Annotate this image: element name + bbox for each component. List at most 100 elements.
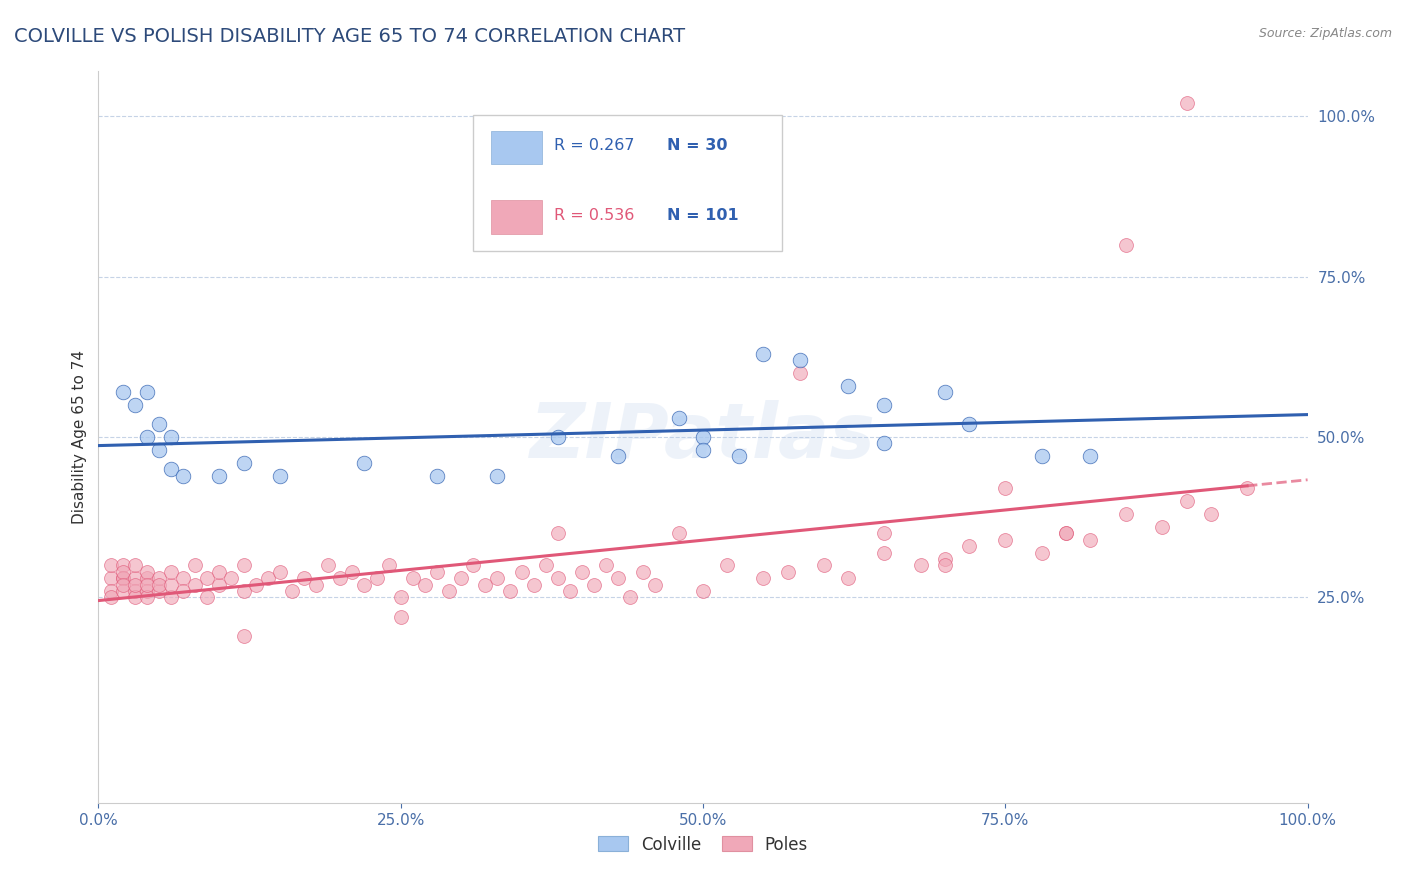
Point	[135, 571, 157, 585]
Point	[124, 571, 146, 585]
Point	[135, 430, 157, 444]
Point	[934, 558, 956, 573]
Point	[994, 533, 1017, 547]
Point	[668, 526, 690, 541]
Point	[232, 558, 254, 573]
Point	[752, 571, 775, 585]
Point	[353, 456, 375, 470]
Point	[523, 577, 546, 591]
Point	[1115, 237, 1137, 252]
Point	[111, 385, 134, 400]
Point	[910, 558, 932, 573]
Point	[1031, 545, 1053, 559]
Point	[692, 584, 714, 599]
Point	[111, 571, 134, 585]
Point	[547, 526, 569, 541]
Point	[426, 468, 449, 483]
Point	[208, 468, 231, 483]
Point	[547, 571, 569, 585]
Point	[232, 629, 254, 643]
Point	[111, 584, 134, 599]
Point	[172, 584, 194, 599]
Point	[208, 577, 231, 591]
Point	[450, 571, 472, 585]
Point	[692, 442, 714, 457]
Point	[100, 571, 122, 585]
Point	[135, 565, 157, 579]
Point	[377, 558, 399, 573]
Point	[256, 571, 278, 585]
Point	[837, 378, 859, 392]
Point	[135, 577, 157, 591]
Point	[100, 558, 122, 573]
Point	[1078, 533, 1101, 547]
Point	[1175, 494, 1198, 508]
Point	[111, 565, 134, 579]
Point	[148, 571, 170, 585]
Text: R = 0.267: R = 0.267	[554, 138, 634, 153]
Point	[571, 565, 593, 579]
Point	[583, 577, 606, 591]
Point	[160, 462, 183, 476]
Point	[111, 558, 134, 573]
Point	[1078, 450, 1101, 464]
Point	[135, 591, 157, 605]
Point	[111, 577, 134, 591]
Point	[172, 468, 194, 483]
Point	[413, 577, 436, 591]
Point	[547, 430, 569, 444]
Point	[534, 558, 557, 573]
Point	[135, 584, 157, 599]
Point	[195, 591, 218, 605]
Point	[994, 482, 1017, 496]
Text: N = 101: N = 101	[666, 208, 738, 223]
Point	[208, 565, 231, 579]
Point	[1031, 450, 1053, 464]
Text: COLVILLE VS POLISH DISABILITY AGE 65 TO 74 CORRELATION CHART: COLVILLE VS POLISH DISABILITY AGE 65 TO …	[14, 27, 685, 45]
Point	[692, 430, 714, 444]
Point	[269, 565, 291, 579]
Point	[160, 430, 183, 444]
Point	[728, 450, 751, 464]
Point	[837, 571, 859, 585]
Point	[269, 468, 291, 483]
Point	[873, 398, 896, 412]
Point	[111, 571, 134, 585]
Point	[463, 558, 485, 573]
Point	[873, 545, 896, 559]
Point	[437, 584, 460, 599]
Point	[1054, 526, 1077, 541]
Point	[221, 571, 243, 585]
Point	[232, 584, 254, 599]
Point	[631, 565, 654, 579]
Text: Source: ZipAtlas.com: Source: ZipAtlas.com	[1258, 27, 1392, 40]
FancyBboxPatch shape	[492, 200, 543, 234]
Point	[292, 571, 315, 585]
Point	[474, 577, 496, 591]
Point	[668, 410, 690, 425]
Point	[124, 591, 146, 605]
Point	[402, 571, 425, 585]
Point	[389, 591, 412, 605]
Point	[124, 398, 146, 412]
Text: R = 0.536: R = 0.536	[554, 208, 634, 223]
Point	[957, 539, 980, 553]
Point	[789, 353, 811, 368]
Point	[1236, 482, 1258, 496]
Point	[619, 591, 641, 605]
Point	[1199, 507, 1222, 521]
Y-axis label: Disability Age 65 to 74: Disability Age 65 to 74	[72, 350, 87, 524]
Point	[873, 436, 896, 450]
Point	[644, 577, 666, 591]
Legend: Colville, Poles: Colville, Poles	[592, 829, 814, 860]
Point	[716, 558, 738, 573]
FancyBboxPatch shape	[492, 130, 543, 164]
Point	[426, 565, 449, 579]
Point	[813, 558, 835, 573]
Point	[510, 565, 533, 579]
Point	[486, 571, 509, 585]
Point	[1054, 526, 1077, 541]
Point	[160, 591, 183, 605]
Point	[486, 468, 509, 483]
Point	[148, 442, 170, 457]
